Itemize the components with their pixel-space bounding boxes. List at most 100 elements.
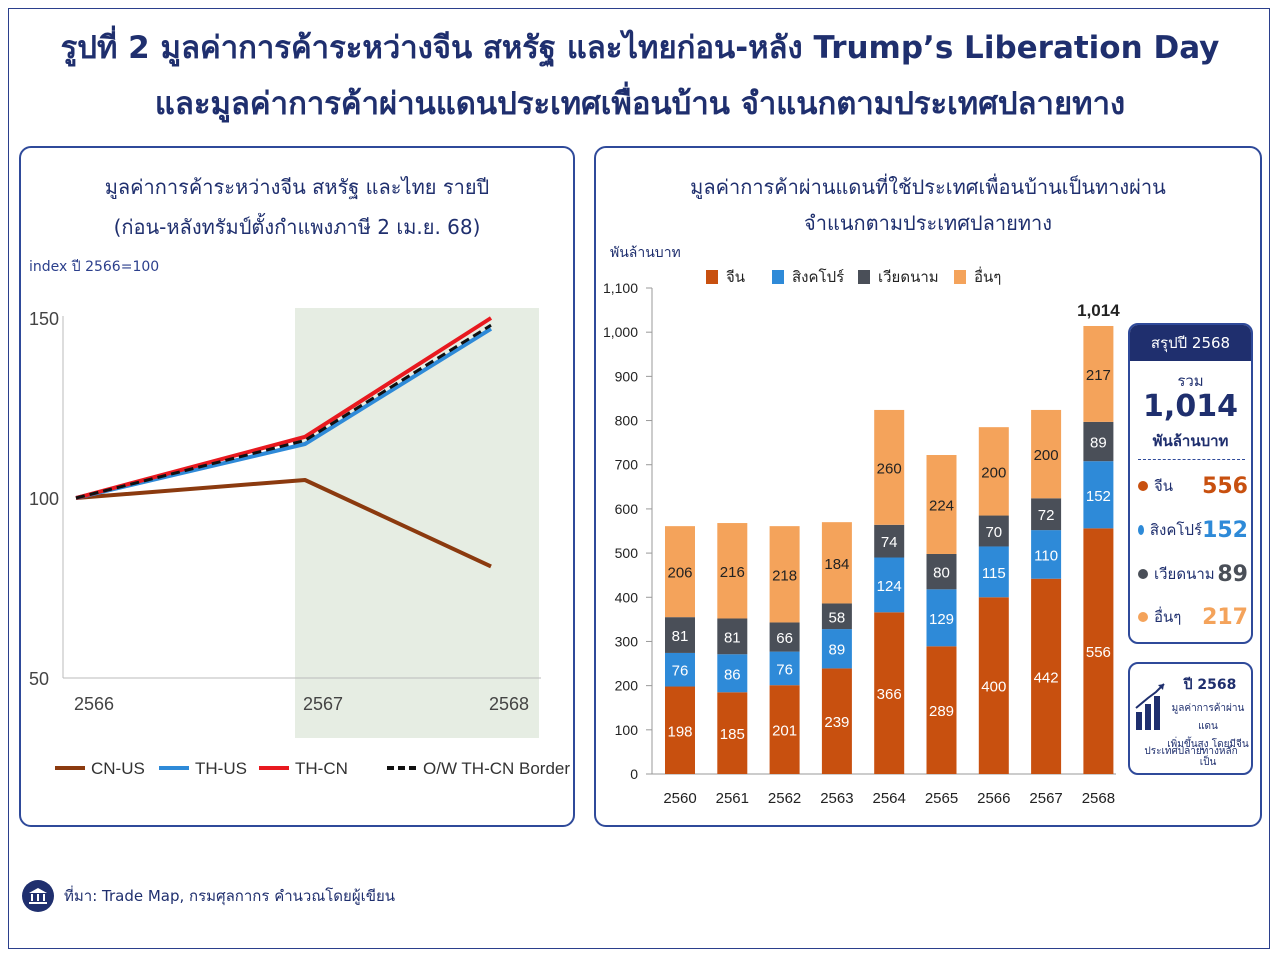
x-tick-label: 2564 — [873, 790, 906, 807]
bar-data-label: 200 — [1034, 447, 1059, 464]
summary-row-label: เวียดนาม — [1154, 565, 1215, 583]
bar-data-label: 76 — [776, 661, 793, 678]
bar-segment — [1031, 498, 1062, 531]
y-tick-label: 0 — [630, 766, 638, 782]
bar-data-label: 366 — [877, 686, 902, 703]
legend-label: O/W TH-CN Border — [423, 759, 570, 778]
page-frame — [8, 8, 1270, 949]
x-tick-label: 2565 — [925, 790, 958, 807]
bar-data-label: 81 — [672, 628, 689, 645]
summary-row-value: 217 — [1202, 604, 1248, 630]
note-line3: ประเทศปลายทางหลัก — [1144, 746, 1238, 757]
bar-data-label: 58 — [829, 609, 846, 626]
legend-label: จีน — [726, 269, 745, 286]
bar-segment — [926, 455, 957, 554]
legend-swatch — [954, 270, 966, 284]
summary-box: สรุปปี 2568 รวม 1,014 พันล้านบาท จีน 556 ส… — [1128, 323, 1253, 644]
bar-data-label: 442 — [1034, 669, 1059, 686]
bar-segment — [665, 617, 695, 653]
bar-segment — [821, 668, 852, 774]
x-tick-label: 2561 — [716, 790, 749, 807]
bar-segment — [665, 526, 695, 618]
bar-segment — [769, 526, 800, 623]
bar-segment — [717, 654, 748, 693]
legend-label: TH-US — [195, 759, 247, 778]
bar-chart-title-line1: มูลค่าการค้าผ่านแดนที่ใช้ประเทศเพื่อนบ้า… — [690, 175, 1166, 199]
x-tick-label: 2568 — [489, 694, 529, 714]
bar-segment — [978, 515, 1009, 547]
summary-total-value: 1,014 — [1143, 389, 1238, 424]
summary-row-label: อื่นๆ — [1154, 608, 1182, 626]
x-tick-label: 2566 — [74, 694, 114, 714]
summary-row-value: 89 — [1217, 561, 1248, 587]
x-tick-label: 2568 — [1082, 790, 1115, 807]
summary-divider — [1138, 459, 1245, 460]
bar-segment — [926, 553, 957, 590]
summary-unit: พันล้านบาท — [1152, 432, 1229, 450]
y-tick-label: 300 — [615, 633, 639, 649]
y-tick-label: 800 — [615, 413, 639, 429]
bar-segment — [874, 524, 905, 558]
bar-data-label: 115 — [982, 565, 1006, 582]
bar-data-label: 289 — [929, 703, 954, 720]
bar-data-label: 152 — [1086, 488, 1111, 505]
bar-segment — [1083, 421, 1114, 462]
note-line1: มูลค่าการค้าผ่านแดน — [1171, 703, 1245, 732]
summary-header: สรุปปี 2568 — [1130, 325, 1251, 361]
bar-data-label: 129 — [929, 611, 954, 628]
bar-segment — [978, 427, 1009, 516]
x-tick-label: 2567 — [1029, 790, 1062, 807]
bar-data-label: 239 — [824, 714, 849, 731]
y-tick-label: 500 — [615, 545, 639, 561]
summary-dot-icon — [1138, 612, 1148, 622]
footer: ที่มา: Trade Map, กรมศุลกากร คำนวณโดยผู้… — [22, 880, 395, 912]
legend-swatch — [706, 270, 718, 284]
bar-segment — [874, 409, 905, 525]
summary-row-value: 152 — [1202, 517, 1248, 543]
y-tick-label: 900 — [615, 368, 639, 384]
summary-row: สิงคโปร์ 152 — [1138, 517, 1248, 543]
bar-segment — [1083, 325, 1114, 422]
y-tick-label: 600 — [615, 501, 639, 517]
summary-row: จีน 556 — [1138, 473, 1248, 499]
y-tick-label: 1,000 — [603, 324, 638, 340]
legend-label: TH-CN — [295, 759, 348, 778]
line-chart: 50 100 150 2566 2567 2568 CN-US TH-US TH-CN O/W T… — [29, 308, 570, 778]
bar-segment — [874, 557, 905, 613]
summary-row-label: สิงคโปร์ — [1149, 521, 1203, 539]
bar-data-label: 206 — [667, 565, 692, 582]
bar-data-label: 185 — [720, 726, 745, 743]
note-year: ปี 2568 — [1183, 677, 1237, 693]
y-tick-label: 400 — [615, 589, 639, 605]
summary-row-value: 556 — [1202, 473, 1248, 499]
bar-segment — [1031, 409, 1062, 499]
bar-data-label: 200 — [981, 464, 1006, 481]
bar-data-label: 74 — [881, 534, 898, 551]
bar-data-label: 70 — [985, 524, 1002, 541]
bar-total-label: 1,014 — [1077, 301, 1120, 320]
summary-dot-icon — [1138, 569, 1148, 579]
bar-segment — [1031, 578, 1062, 774]
bar-segment — [665, 686, 695, 774]
bar-segment — [821, 522, 852, 604]
bar-data-label: 89 — [1090, 435, 1107, 452]
bar-chart-unit: พันล้านบาท — [610, 245, 681, 261]
bar-data-label: 81 — [724, 629, 741, 646]
summary-dot-icon — [1138, 525, 1144, 535]
bar-segment — [874, 612, 905, 774]
bar-data-label: 86 — [724, 666, 741, 683]
y-tick-label: 100 — [615, 722, 639, 738]
bar-segment — [821, 629, 852, 669]
y-tick-label: 100 — [29, 489, 59, 509]
bar-segment — [665, 652, 695, 687]
bar-data-label: 400 — [981, 679, 1006, 696]
bar-data-label: 198 — [667, 723, 692, 740]
legend-swatch — [858, 270, 870, 284]
line-chart-title-line2: (ก่อน-หลังทรัมป์ตั้งกำแพงภาษี 2 เม.ย. 68… — [113, 215, 481, 239]
bar-segment — [821, 603, 852, 630]
bar-data-label: 217 — [1086, 367, 1111, 384]
bar-data-label: 80 — [933, 565, 950, 582]
bar-data-label: 218 — [772, 567, 797, 584]
line-chart-title-line1: มูลค่าการค้าระหว่างจีน สหรัฐ และไทย รายป… — [104, 175, 490, 199]
y-tick-label: 150 — [29, 309, 59, 329]
